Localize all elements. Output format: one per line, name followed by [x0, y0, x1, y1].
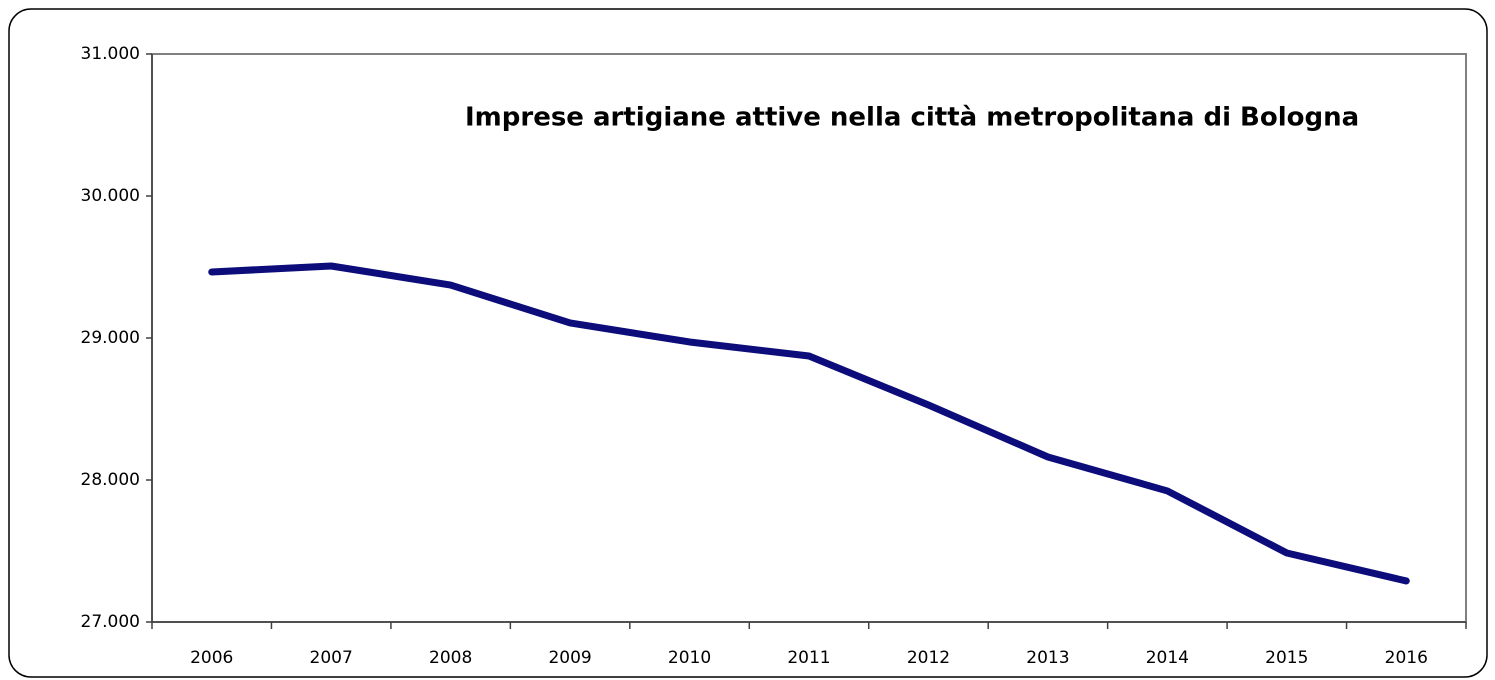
x-tick-label: 2015	[1265, 648, 1308, 668]
x-tick-label: 2009	[548, 648, 591, 668]
y-tick-label: 27.000	[81, 612, 140, 632]
x-tick-label: 2006	[190, 648, 233, 668]
data-line	[208, 262, 1410, 585]
y-tick-label: 28.000	[81, 470, 140, 490]
x-tick-label: 2008	[429, 648, 472, 668]
x-tick-label: 2014	[1146, 648, 1189, 668]
y-tick-label: 30.000	[81, 186, 140, 206]
y-tick-label: 31.000	[81, 44, 140, 64]
y-tick-label: 29.000	[81, 328, 140, 348]
chart-frame	[8, 8, 1488, 678]
x-tick-label: 2016	[1385, 648, 1428, 668]
x-tick-label: 2011	[787, 648, 830, 668]
x-tick-label: 2012	[907, 648, 950, 668]
x-tick-label: 2007	[310, 648, 353, 668]
chart-title: Imprese artigiane attive nella città met…	[465, 103, 1359, 133]
x-tick-label: 2013	[1026, 648, 1069, 668]
x-tick-label: 2010	[668, 648, 711, 668]
